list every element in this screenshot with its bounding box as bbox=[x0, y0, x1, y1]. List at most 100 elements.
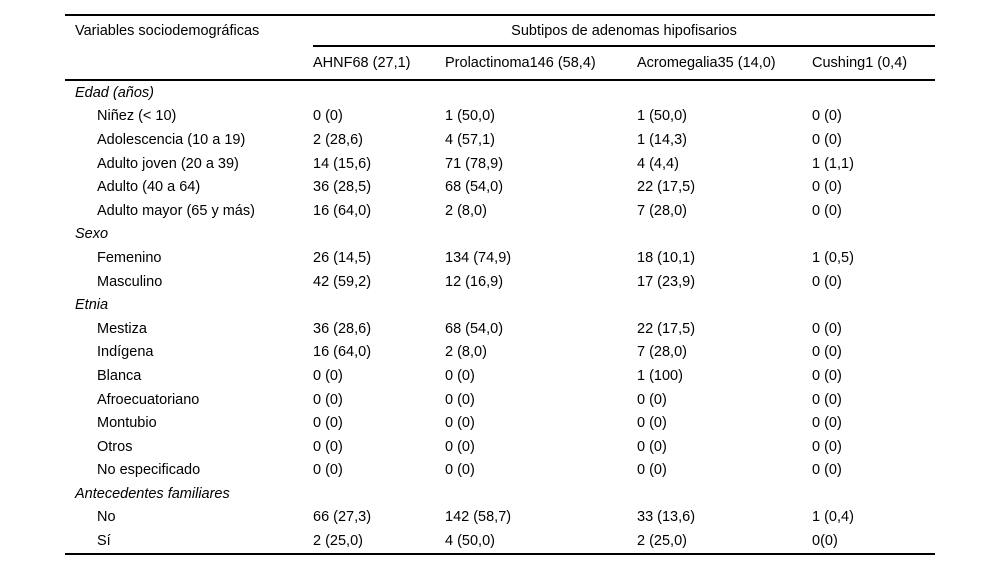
column-header-cushing: Cushing1 (0,4) bbox=[812, 46, 936, 81]
table-row: Masculino 42 (59,2) 12 (16,9) 17 (23,9) 0 (0… bbox=[65, 270, 935, 294]
table-row: Adolescencia (10 a 19) 2 (28,6) 4 (57,1) 1 … bbox=[65, 128, 935, 152]
section-label: Etnia bbox=[75, 297, 109, 314]
stub-header-empty bbox=[65, 46, 313, 81]
table-row: Montubio 0 (0) 0 (0) 0 (0) 0 (0) bbox=[65, 411, 935, 435]
table-row: Afroecuatoriano 0 (0) 0 (0) 0 (0) 0 (0) bbox=[65, 388, 935, 412]
cell-value: 68 (54,0) bbox=[445, 320, 504, 337]
column-header-ahnf: AHNF68 (27,1) bbox=[313, 46, 445, 81]
cell-value: 142 (58,7) bbox=[445, 509, 512, 526]
table-row: Mestiza 36 (28,6) 68 (54,0) 22 (17,5) 0 (0) bbox=[65, 317, 935, 341]
row-label: Adolescencia (10 a 19) bbox=[97, 131, 246, 148]
cell-value: 18 (10,1) bbox=[637, 249, 696, 266]
cell-value: 0 (0) bbox=[313, 391, 343, 408]
cell-value: 33 (13,6) bbox=[637, 509, 696, 526]
section-label: Antecedentes familiares bbox=[75, 485, 230, 502]
cell-value: 0 (0) bbox=[637, 415, 667, 432]
header-row-spanner: Variables sociodemográficas Subtipos de … bbox=[65, 15, 936, 47]
cell-value: 2 (8,0) bbox=[445, 202, 487, 219]
section-row: Antecedentes familiares bbox=[65, 482, 935, 506]
cell-value: 66 (27,3) bbox=[313, 509, 372, 526]
cell-value: 0(0) bbox=[812, 533, 838, 550]
cell-value: 42 (59,2) bbox=[313, 273, 372, 290]
cell-value: 0 (0) bbox=[637, 391, 667, 408]
cell-value: 68 (54,0) bbox=[445, 179, 504, 196]
row-label: Sí bbox=[97, 533, 111, 550]
cell-value: 4 (50,0) bbox=[445, 533, 495, 550]
table-row: Otros 0 (0) 0 (0) 0 (0) 0 (0) bbox=[65, 435, 935, 459]
cell-value: 0 (0) bbox=[812, 108, 842, 125]
column-header-prolactinoma: Prolactinoma146 (58,4) bbox=[445, 46, 637, 81]
cell-value: 0 (0) bbox=[812, 320, 842, 337]
section-row: Sexo bbox=[65, 223, 935, 247]
cell-value: 26 (14,5) bbox=[313, 249, 372, 266]
cell-value: 71 (78,9) bbox=[445, 155, 504, 172]
cell-value: 2 (25,0) bbox=[637, 533, 687, 550]
cell-value: 2 (25,0) bbox=[313, 533, 363, 550]
cell-value: 0 (0) bbox=[445, 415, 475, 432]
table-row: Niñez (< 10) 0 (0) 1 (50,0) 1 (50,0) 0 (0) bbox=[65, 105, 935, 129]
row-label: Mestiza bbox=[97, 320, 147, 337]
cell-value: 1 (0,5) bbox=[812, 249, 854, 266]
cell-value: 16 (64,0) bbox=[313, 202, 372, 219]
table-row: Indígena 16 (64,0) 2 (8,0) 7 (28,0) 0 (0) bbox=[65, 341, 935, 365]
cell-value: 17 (23,9) bbox=[637, 273, 696, 290]
section-label: Edad (años) bbox=[75, 84, 154, 101]
table-row: Adulto joven (20 a 39) 14 (15,6) 71 (78,9)… bbox=[65, 152, 935, 176]
table-row: No especificado 0 (0) 0 (0) 0 (0) 0 (0) bbox=[65, 459, 935, 483]
table-row: No 66 (27,3) 142 (58,7) 33 (13,6) 1 (0,4) bbox=[65, 506, 935, 530]
cell-value: 1 (1,1) bbox=[812, 155, 854, 172]
cell-value: 0 (0) bbox=[637, 462, 667, 479]
table-body: Edad (años) Niñez (< 10) 0 (0) 1 (50,0) 1 (5… bbox=[65, 80, 935, 554]
cell-value: 0 (0) bbox=[313, 367, 343, 384]
cell-value: 12 (16,9) bbox=[445, 273, 504, 290]
cell-value: 0 (0) bbox=[445, 391, 475, 408]
cell-value: 0 (0) bbox=[812, 344, 842, 361]
cell-value: 1 (50,0) bbox=[445, 108, 495, 125]
row-label: Adulto mayor (65 y más) bbox=[97, 202, 255, 219]
cell-value: 4 (4,4) bbox=[637, 155, 679, 172]
cell-value: 22 (17,5) bbox=[637, 179, 696, 196]
stub-header: Variables sociodemográficas bbox=[75, 23, 260, 39]
cell-value: 2 (8,0) bbox=[445, 344, 487, 361]
cell-value: 0 (0) bbox=[812, 438, 842, 455]
cell-value: 0 (0) bbox=[313, 462, 343, 479]
cell-value: 36 (28,5) bbox=[313, 179, 372, 196]
table-row: Femenino 26 (14,5) 134 (74,9) 18 (10,1) 1 (0… bbox=[65, 246, 935, 270]
cell-value: 36 (28,6) bbox=[313, 320, 372, 337]
cell-value: 0 (0) bbox=[313, 415, 343, 432]
cell-value: 16 (64,0) bbox=[313, 344, 372, 361]
cell-value: 0 (0) bbox=[812, 179, 842, 196]
table-row: Adulto (40 a 64) 36 (28,5) 68 (54,0) 22 (17… bbox=[65, 175, 935, 199]
section-row: Edad (años) bbox=[65, 80, 935, 105]
cell-value: 0 (0) bbox=[812, 415, 842, 432]
column-header-acromegalia: Acromegalia35 (14,0) bbox=[637, 46, 812, 81]
table-row: Sí 2 (25,0) 4 (50,0) 2 (25,0) 0(0) bbox=[65, 529, 935, 554]
cell-value: 0 (0) bbox=[445, 462, 475, 479]
spanner-header: Subtipos de adenomas hipofisarios bbox=[313, 15, 936, 47]
cell-value: 1 (0,4) bbox=[812, 509, 854, 526]
table-row: Blanca 0 (0) 0 (0) 1 (100) 0 (0) bbox=[65, 364, 935, 388]
cell-value: 4 (57,1) bbox=[445, 131, 495, 148]
table-header: Variables sociodemográficas Subtipos de … bbox=[65, 15, 936, 81]
sociodemographic-table: Variables sociodemográficas Subtipos de … bbox=[65, 14, 936, 555]
cell-value: 0 (0) bbox=[313, 108, 343, 125]
cell-value: 1 (14,3) bbox=[637, 131, 687, 148]
section-label: Sexo bbox=[75, 226, 109, 243]
cell-value: 0 (0) bbox=[445, 438, 475, 455]
cell-value: 22 (17,5) bbox=[637, 320, 696, 337]
cell-value: 0 (0) bbox=[445, 367, 475, 384]
row-label: Femenino bbox=[97, 249, 162, 266]
row-label: Adulto (40 a 64) bbox=[97, 179, 201, 196]
row-label: Niñez (< 10) bbox=[97, 108, 177, 125]
cell-value: 0 (0) bbox=[812, 131, 842, 148]
cell-value: 134 (74,9) bbox=[445, 249, 512, 266]
cell-value: 14 (15,6) bbox=[313, 155, 372, 172]
cell-value: 7 (28,0) bbox=[637, 202, 687, 219]
cell-value: 2 (28,6) bbox=[313, 131, 363, 148]
cell-value: 1 (50,0) bbox=[637, 108, 687, 125]
row-label: Otros bbox=[97, 438, 133, 455]
cell-value: 0 (0) bbox=[812, 391, 842, 408]
row-label: No especificado bbox=[97, 462, 201, 479]
row-label: Masculino bbox=[97, 273, 163, 290]
cell-value: 0 (0) bbox=[812, 462, 842, 479]
